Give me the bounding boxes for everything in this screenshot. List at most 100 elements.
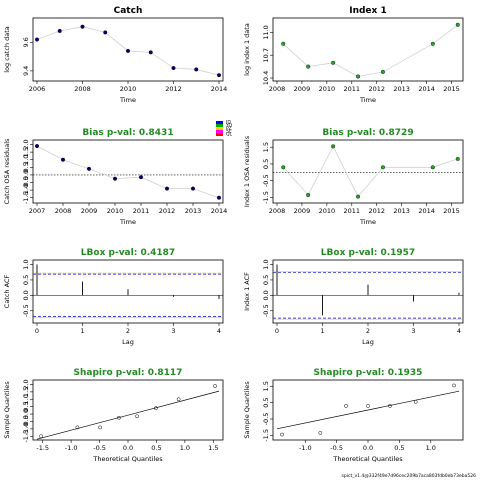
qq-point [176,397,181,402]
x-tick-label: 1.0 [426,444,436,452]
chart-title: Shapiro p-val: 0.8117 [74,368,183,378]
series-line [282,145,458,198]
data-point [216,195,221,200]
x-tick-label: 0.5 [151,444,161,452]
data-point [430,165,435,170]
data-point [86,166,91,171]
series-line [282,24,458,77]
x-tick-label: 3 [171,327,175,335]
y-tick-label: 0.5 [22,275,30,285]
legend-label: QL [226,132,233,138]
x-tick-label: 2008 [55,207,72,215]
x-tick-label: -1.5 [36,444,49,452]
x-tick-label: 2009 [81,207,98,215]
y-tick-label: 10.4 [262,71,270,85]
y-tick-label: 11.0 [262,25,270,39]
x-tick-label: 1.0 [180,444,190,452]
legend-label: YO [225,123,233,129]
y-tick-label: 2.0 [22,379,30,389]
y-tick-label: 0.5 [262,159,270,169]
legend-label: SE [226,129,232,135]
x-tick-label: -1.0 [299,444,312,452]
legend-swatch [216,130,223,133]
y-tick-label: -0.5 [22,176,30,189]
qq-point [413,399,418,404]
data-point [380,69,385,74]
x-tick-label: 2010 [120,85,137,93]
x-tick-label: 2009 [294,207,311,215]
y-tick-label: -1.5 [262,191,270,204]
y-tick-label: 1.0 [22,155,30,165]
panel-catch-qq: Shapiro p-val: 0.8117-1.5 -1.0 -0.5 0.0 0.5 1… [3,368,224,463]
x-axis-label: Lag [362,338,374,346]
y-tick-label: 1.5 [262,142,270,152]
qq-point [213,384,217,388]
y-tick-label: 9.4 [22,66,30,76]
chart-title: LBox p-val: 0.1957 [321,248,415,258]
y-tick-label: 0.5 [22,401,30,411]
y-tick-label: -1.5 [262,429,270,442]
y-tick-label: 1.0 [262,259,270,269]
qq-point [117,415,121,420]
version-footer: spict_v1.4@332f49e7d96cec209b7aca803fdb0… [342,473,477,479]
y-tick-label: 0.5 [262,397,270,407]
legend-swatch [216,121,223,124]
x-tick-label: 2013 [393,85,410,93]
data-point [306,64,311,69]
x-tick-label: 2009 [294,85,311,93]
x-tick-label: 2013 [185,207,202,215]
x-axis-label: Time [359,218,376,226]
y-tick-label: 0.0 [262,290,270,300]
x-tick-label: 2008 [74,85,91,93]
x-tick-label: 1.5 [208,444,218,452]
x-tick-label: 2010 [319,85,336,93]
x-tick-label: 2 [126,327,130,335]
panel-index-data: Index 1 2008 2009 2010 2011 2012 2013 2014 2015 1… [243,6,464,104]
x-axis-label: Time [119,96,136,104]
qq-point [39,434,43,439]
y-axis-label: Catch ACF [3,275,11,309]
panel-catch-osa: Bias p-val: 0.8431 2007 2008 2009 2010 2011 20… [3,128,227,226]
x-tick-label: 2014 [418,207,435,215]
y-tick-label: 0.0 [22,170,30,180]
y-tick-label: 0.5 [22,162,30,172]
x-tick-label: 4 [457,327,461,335]
x-axis-label: Theoretical Quantiles [332,455,403,463]
qq-point [75,425,80,430]
data-point [281,41,286,46]
x-tick-label: 1 [80,327,84,335]
legend-swatch [216,133,223,136]
panel-catch-acf: LBox p-val: 0.4187 0 1 2 3 4 -0.5 0.0 0.5 1.0 Lag C… [3,248,224,346]
y-tick-label: 0.5 [262,275,270,285]
data-point [61,157,66,162]
data-point [455,156,460,161]
qq-reference-line [36,390,220,440]
x-tick-label: 2008 [269,85,286,93]
y-tick-label: 1.0 [22,259,30,269]
x-tick-label: 2008 [269,207,286,215]
plot-frame [272,139,464,204]
x-tick-label: -0.5 [330,444,343,452]
data-point [35,144,40,149]
legend-swatch [216,124,223,127]
panel-index-osa: Bias p-val: 0.8729 2008 2009 2010 2011 2012 20… [243,128,464,226]
qq-point [154,406,158,411]
y-tick-label: -0.5 [22,304,30,317]
x-tick-label: 2015 [443,85,460,93]
x-tick-label: 2010 [319,207,336,215]
data-point [455,22,460,27]
qq-point [388,404,392,408]
y-tick-label: -1.5 [22,430,30,443]
x-axis-label: Lag [122,338,134,346]
panel-catch-data: Catch 2006 2008 2010 2012 2014 9.4 9.6 Time log c… [3,6,227,104]
y-axis-label: Catch OSA residuals [3,138,11,204]
data-point [190,186,195,191]
series-line [36,145,220,199]
y-tick-label: 1.5 [22,387,30,397]
data-point [430,41,435,46]
x-tick-label: 2012 [368,85,385,93]
x-axis-label: Time [119,218,136,226]
qq-point [135,414,139,419]
